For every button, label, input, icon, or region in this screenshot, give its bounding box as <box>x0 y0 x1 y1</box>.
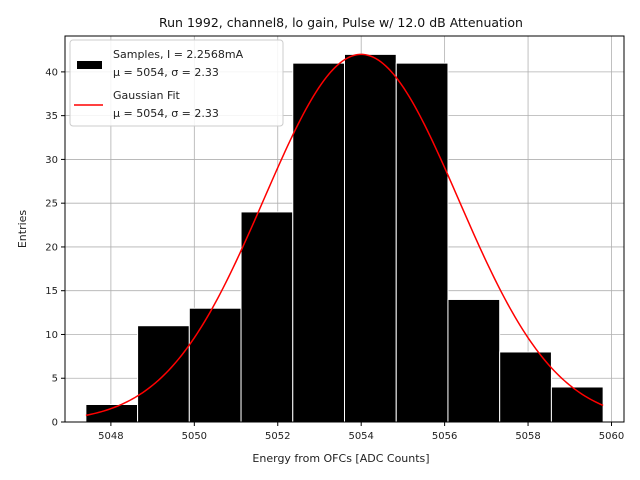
y-ticks: 0 5 10 15 20 25 30 35 40 <box>45 67 65 429</box>
y-tick-label: 0 <box>52 418 58 429</box>
histogram-bar <box>499 351 552 423</box>
x-tick-label: 5050 <box>182 431 207 442</box>
y-tick-label: 15 <box>45 286 58 297</box>
x-tick-label: 5052 <box>265 431 290 442</box>
histogram-bar <box>447 298 501 423</box>
histogram-bar <box>188 307 242 423</box>
legend-fit-label: Gaussian Fit <box>113 89 181 102</box>
x-tick-label: 5060 <box>599 431 624 442</box>
legend: Samples, I = 2.2568mA μ = 5054, σ = 2.33… <box>69 39 284 127</box>
histogram-bar <box>137 325 190 423</box>
y-tick-label: 5 <box>52 374 58 385</box>
chart-title: Run 1992, channel8, lo gain, Pulse w/ 12… <box>159 15 523 30</box>
histogram-bar <box>550 386 604 423</box>
y-tick-label: 10 <box>45 330 58 341</box>
histogram-bar <box>344 53 397 423</box>
x-ticks: 5048 5050 5052 5054 5056 5058 5060 <box>98 422 624 442</box>
x-tick-label: 5056 <box>432 431 457 442</box>
histogram-bar <box>240 211 294 423</box>
x-tick-label: 5048 <box>98 431 123 442</box>
histogram-bar <box>292 62 345 423</box>
x-tick-label: 5058 <box>515 431 540 442</box>
y-tick-label: 30 <box>45 155 58 166</box>
y-tick-label: 40 <box>45 67 58 78</box>
legend-samples-stats: μ = 5054, σ = 2.33 <box>113 66 219 79</box>
y-tick-label: 25 <box>45 199 58 210</box>
x-tick-label: 5054 <box>348 431 373 442</box>
axes-frame <box>64 35 625 423</box>
y-tick-label: 35 <box>45 111 58 122</box>
legend-samples-swatch <box>77 61 102 69</box>
x-axis-label: Energy from OFCs [ADC Counts] <box>252 452 429 465</box>
legend-fit-stats: μ = 5054, σ = 2.33 <box>113 107 219 120</box>
legend-samples-label: Samples, I = 2.2568mA <box>113 48 244 61</box>
y-axis-label: Entries <box>16 210 29 249</box>
y-tick-label: 20 <box>45 242 58 253</box>
gaussian-fit-line <box>85 53 604 417</box>
bars <box>85 53 604 423</box>
histogram-bar <box>395 62 449 423</box>
legend-box <box>69 39 284 127</box>
